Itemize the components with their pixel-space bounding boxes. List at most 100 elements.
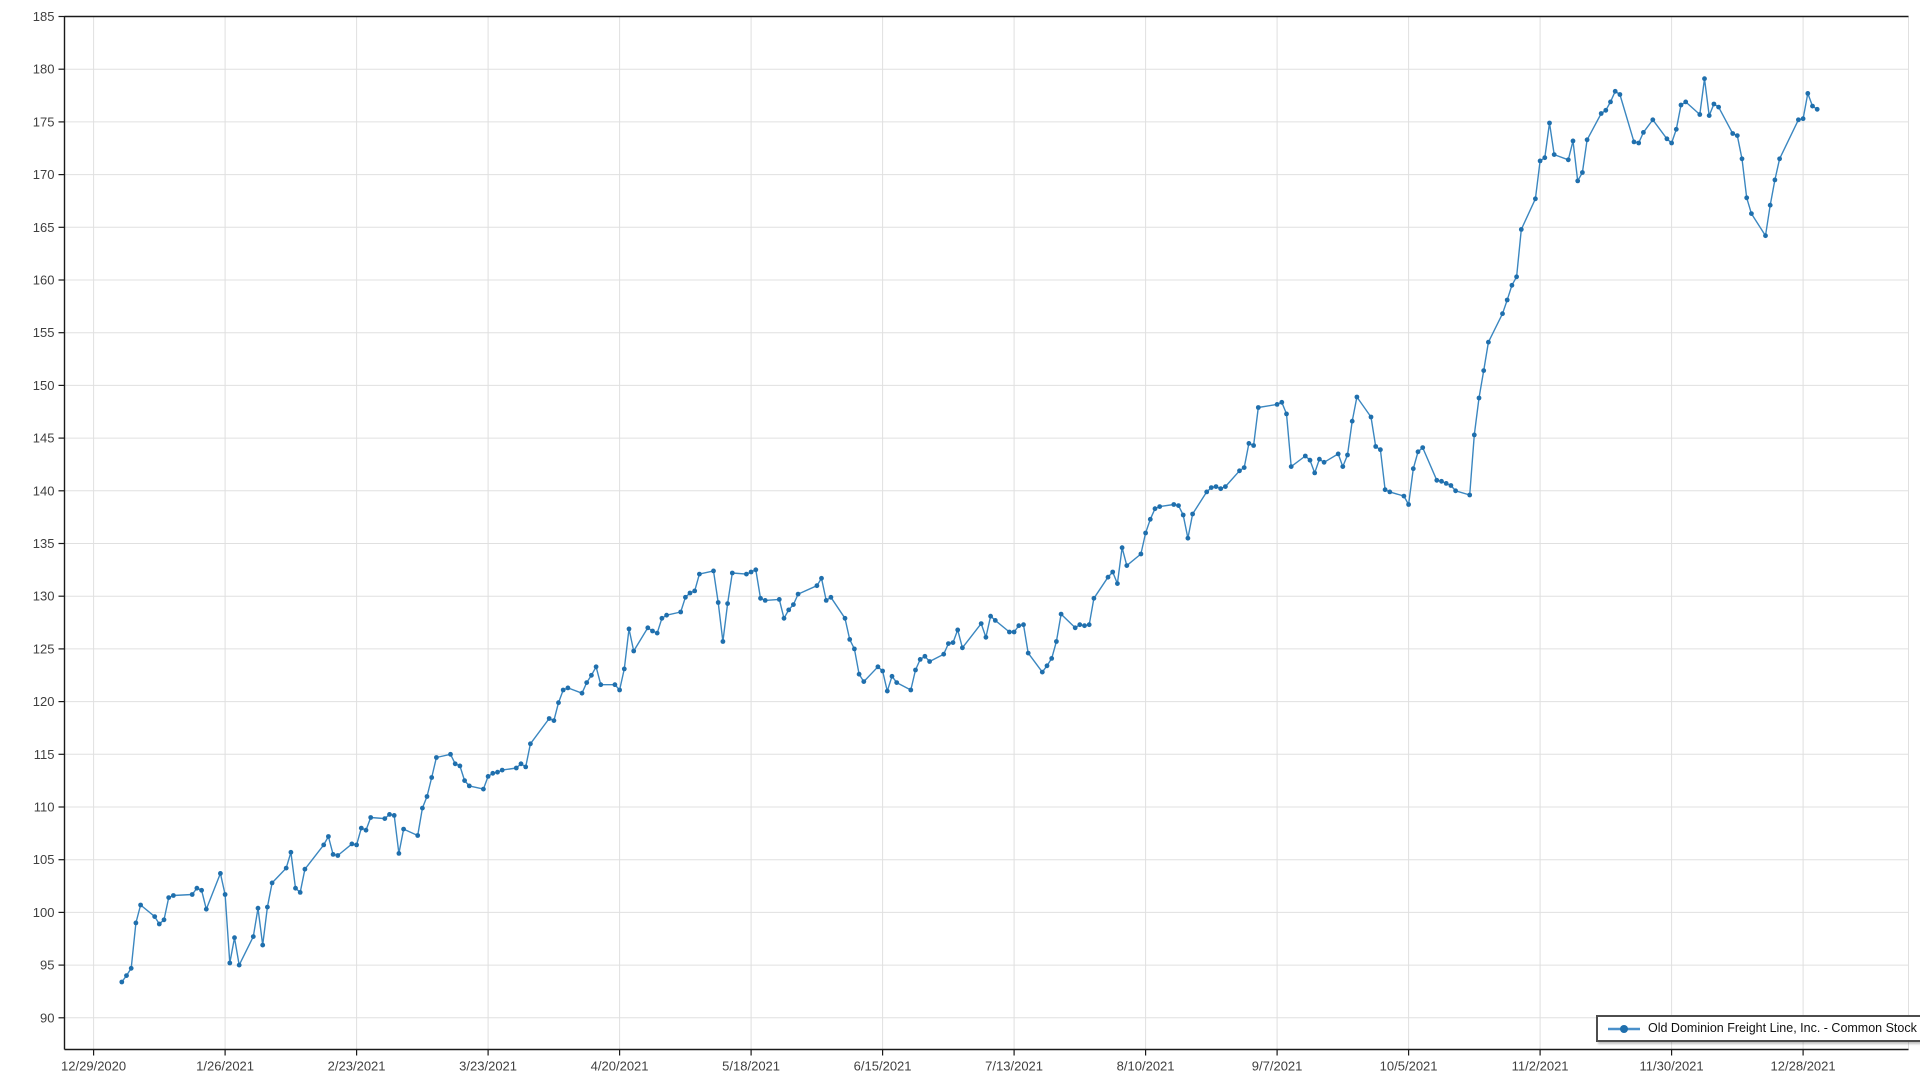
data-point-marker <box>1476 395 1482 401</box>
data-point-marker <box>551 718 557 723</box>
data-point-marker <box>650 628 655 634</box>
data-point-marker <box>1500 311 1505 317</box>
data-point-marker <box>1255 405 1261 410</box>
data-point-marker <box>1420 445 1426 450</box>
y-axis-tick-label: 155 <box>33 325 55 340</box>
data-point-marker <box>631 648 637 654</box>
data-point-marker <box>1279 399 1285 405</box>
data-point-marker <box>1631 139 1637 145</box>
y-axis-tick-label: 120 <box>33 694 55 709</box>
data-point-marker <box>1565 157 1571 163</box>
data-point-marker <box>612 682 618 688</box>
data-point-marker <box>1171 502 1177 507</box>
data-point-marker <box>429 775 435 780</box>
data-point-marker <box>560 687 566 693</box>
data-point-marker <box>889 673 895 679</box>
data-point-marker <box>1443 481 1449 486</box>
data-point-marker <box>744 571 749 577</box>
data-point-marker <box>1039 669 1045 675</box>
data-point-marker <box>1617 92 1623 97</box>
data-point-marker <box>1650 117 1656 123</box>
data-point-marker <box>584 680 590 685</box>
data-point-marker <box>1739 156 1745 162</box>
data-point-marker <box>950 640 956 645</box>
data-point-marker <box>1091 595 1097 601</box>
data-point-marker <box>250 934 256 939</box>
data-point-marker <box>922 653 928 659</box>
data-point-marker <box>983 634 989 640</box>
data-point-marker <box>457 763 463 769</box>
data-point-marker <box>1612 88 1618 94</box>
data-point-marker <box>1382 487 1388 493</box>
x-axis-tick-label: 12/29/2020 <box>61 1059 126 1074</box>
data-point-marker <box>1016 623 1022 629</box>
data-point-marker <box>1007 629 1012 635</box>
y-axis-tick-label: 165 <box>33 220 55 235</box>
data-point-marker <box>894 680 900 685</box>
data-point-marker <box>387 812 392 817</box>
data-point-marker <box>720 639 726 644</box>
data-point-marker <box>1237 468 1242 474</box>
data-point-marker <box>1387 489 1393 495</box>
data-point-marker <box>382 816 388 821</box>
data-point-marker <box>1312 470 1318 476</box>
data-point-marker <box>462 778 467 783</box>
data-point-marker <box>1307 457 1313 463</box>
data-point-marker <box>758 595 763 601</box>
data-point-marker <box>321 842 327 848</box>
data-point-marker <box>1767 202 1773 208</box>
data-point-marker <box>358 825 364 831</box>
data-point-marker <box>589 672 594 678</box>
data-point-marker <box>1467 492 1473 498</box>
x-axis-tick-label: 7/13/2021 <box>985 1059 1043 1074</box>
data-point-marker <box>1542 155 1548 161</box>
data-point-marker <box>1810 103 1815 109</box>
data-point-marker <box>349 841 355 847</box>
data-point-marker <box>518 761 524 767</box>
data-point-marker <box>645 625 651 631</box>
data-point-marker <box>495 769 500 775</box>
data-point-marker <box>236 962 242 968</box>
data-point-marker <box>528 741 533 747</box>
data-point-marker <box>1486 339 1491 345</box>
data-point-marker <box>1514 274 1519 280</box>
data-point-marker <box>621 666 627 672</box>
data-point-marker <box>1115 581 1120 586</box>
data-point-marker <box>1518 227 1524 232</box>
data-point-marker <box>659 615 665 621</box>
x-axis-tick-label: 3/23/2021 <box>459 1059 517 1074</box>
y-axis-tick-label: 180 <box>33 62 55 77</box>
data-point-marker <box>293 885 298 891</box>
data-point-marker <box>992 618 998 623</box>
x-axis-tick-label: 11/2/2021 <box>1512 1059 1569 1074</box>
data-point-marker <box>1058 611 1064 617</box>
data-point-marker <box>842 615 848 621</box>
data-point-marker <box>1439 478 1444 484</box>
data-point-marker <box>1349 418 1355 424</box>
data-point-marker <box>1504 297 1510 303</box>
data-point-marker <box>119 979 125 985</box>
data-point-marker <box>880 668 885 674</box>
data-point-marker <box>1551 152 1557 158</box>
data-point-marker <box>1246 441 1252 446</box>
data-point-marker <box>255 905 261 911</box>
data-point-marker <box>856 671 862 677</box>
data-point-marker <box>189 892 195 897</box>
data-point-marker <box>194 885 200 891</box>
data-point-marker <box>1575 178 1581 184</box>
data-point-marker <box>1143 530 1148 536</box>
data-point-marker <box>847 637 853 642</box>
data-point-marker <box>1711 101 1717 107</box>
data-point-marker <box>1180 512 1186 518</box>
data-point-marker <box>415 833 421 838</box>
legend-box[interactable]: Old Dominion Freight Line, Inc. - Common… <box>1596 1015 1920 1042</box>
data-point-marker <box>753 567 759 573</box>
data-point-marker <box>1105 574 1111 580</box>
data-point-marker <box>941 651 947 657</box>
data-point-marker <box>1664 136 1670 142</box>
data-point-marker <box>1241 465 1247 470</box>
data-point-marker <box>513 765 519 771</box>
data-point-marker <box>828 594 834 600</box>
data-point-marker <box>363 827 369 833</box>
